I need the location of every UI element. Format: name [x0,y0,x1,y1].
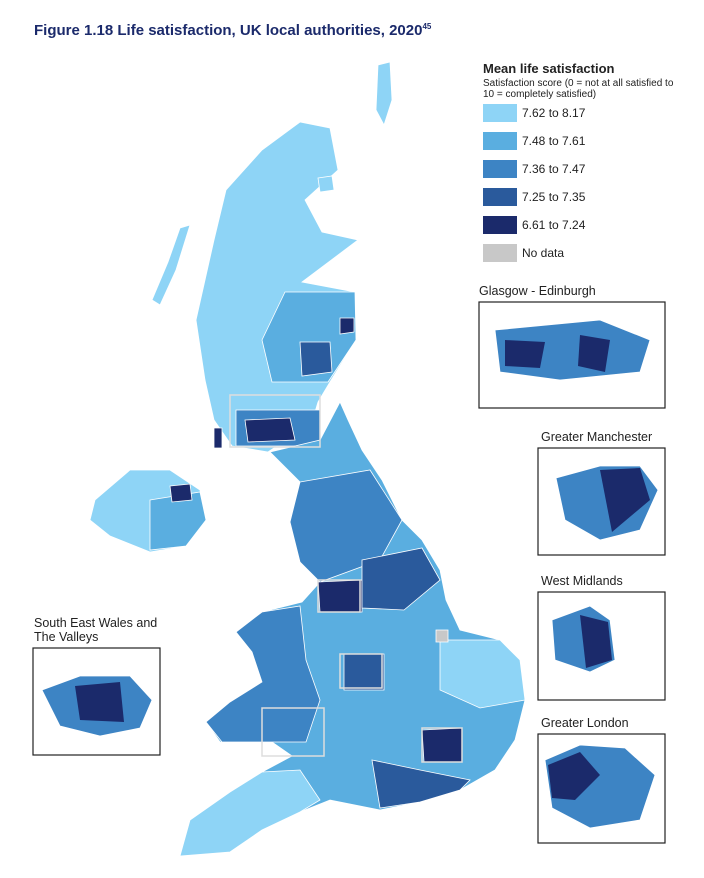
western-isles [151,224,191,306]
ne-scotland [261,291,357,383]
inset-area [600,468,650,532]
frame [421,727,463,763]
inset-area [505,340,545,368]
frame [339,653,383,689]
inset-label: Glasgow - Edinburgh [479,284,596,298]
inset-frames-on-map [229,394,463,763]
legend-swatch [483,188,517,206]
midlands [343,653,385,691]
east [439,639,526,709]
south-west [179,769,321,857]
legend-title: Mean life satisfaction [483,61,615,76]
ni-east [149,491,207,551]
inset-label: South East Wales and The Valleys [34,616,158,644]
legend-subtitle: Satisfaction score (0 = not at all satis… [483,78,674,100]
south-east [371,759,471,809]
legend-label: 7.36 to 7.47 [522,162,586,176]
orkney [317,175,335,193]
legend-swatch [483,132,517,150]
inset-label: West Midlands [541,574,623,588]
uk-map [89,61,526,857]
inset-area [548,752,600,800]
scotland [195,121,359,453]
title-text: Figure 1.18 Life satisfaction, UK local … [34,22,423,39]
figure-title: Figure 1.18 Life satisfaction, UK local … [34,22,431,39]
legend-label: 7.62 to 8.17 [522,106,586,120]
aberdeen [339,317,355,335]
shetland [375,61,393,127]
footnote-ref: 45 [422,22,432,31]
arran [213,427,223,449]
legend-label: 7.25 to 7.35 [522,190,586,204]
inset-label: Greater London [541,716,629,730]
belfast [169,483,193,503]
legend-swatch [483,244,517,262]
legend-label: 6.61 to 7.24 [522,218,586,232]
inset-label: Greater Manchester [541,430,653,444]
inset-area [580,615,612,668]
england [179,401,526,857]
frame [229,394,321,448]
legend-swatch [483,216,517,234]
frame [317,579,361,613]
north-west [317,579,363,613]
legend-swatch [483,160,517,178]
insets [32,301,666,844]
dundee [299,341,333,377]
no-data-area [435,629,449,643]
inset-area [75,682,124,722]
yorkshire [361,547,441,611]
glasgow [244,417,296,443]
frame [261,707,325,757]
legend-swatch [483,104,517,122]
inset-area [578,335,610,372]
london [421,727,463,763]
legend-label: 7.48 to 7.61 [522,134,586,148]
legend-label: No data [522,246,565,260]
north-england [289,469,403,583]
